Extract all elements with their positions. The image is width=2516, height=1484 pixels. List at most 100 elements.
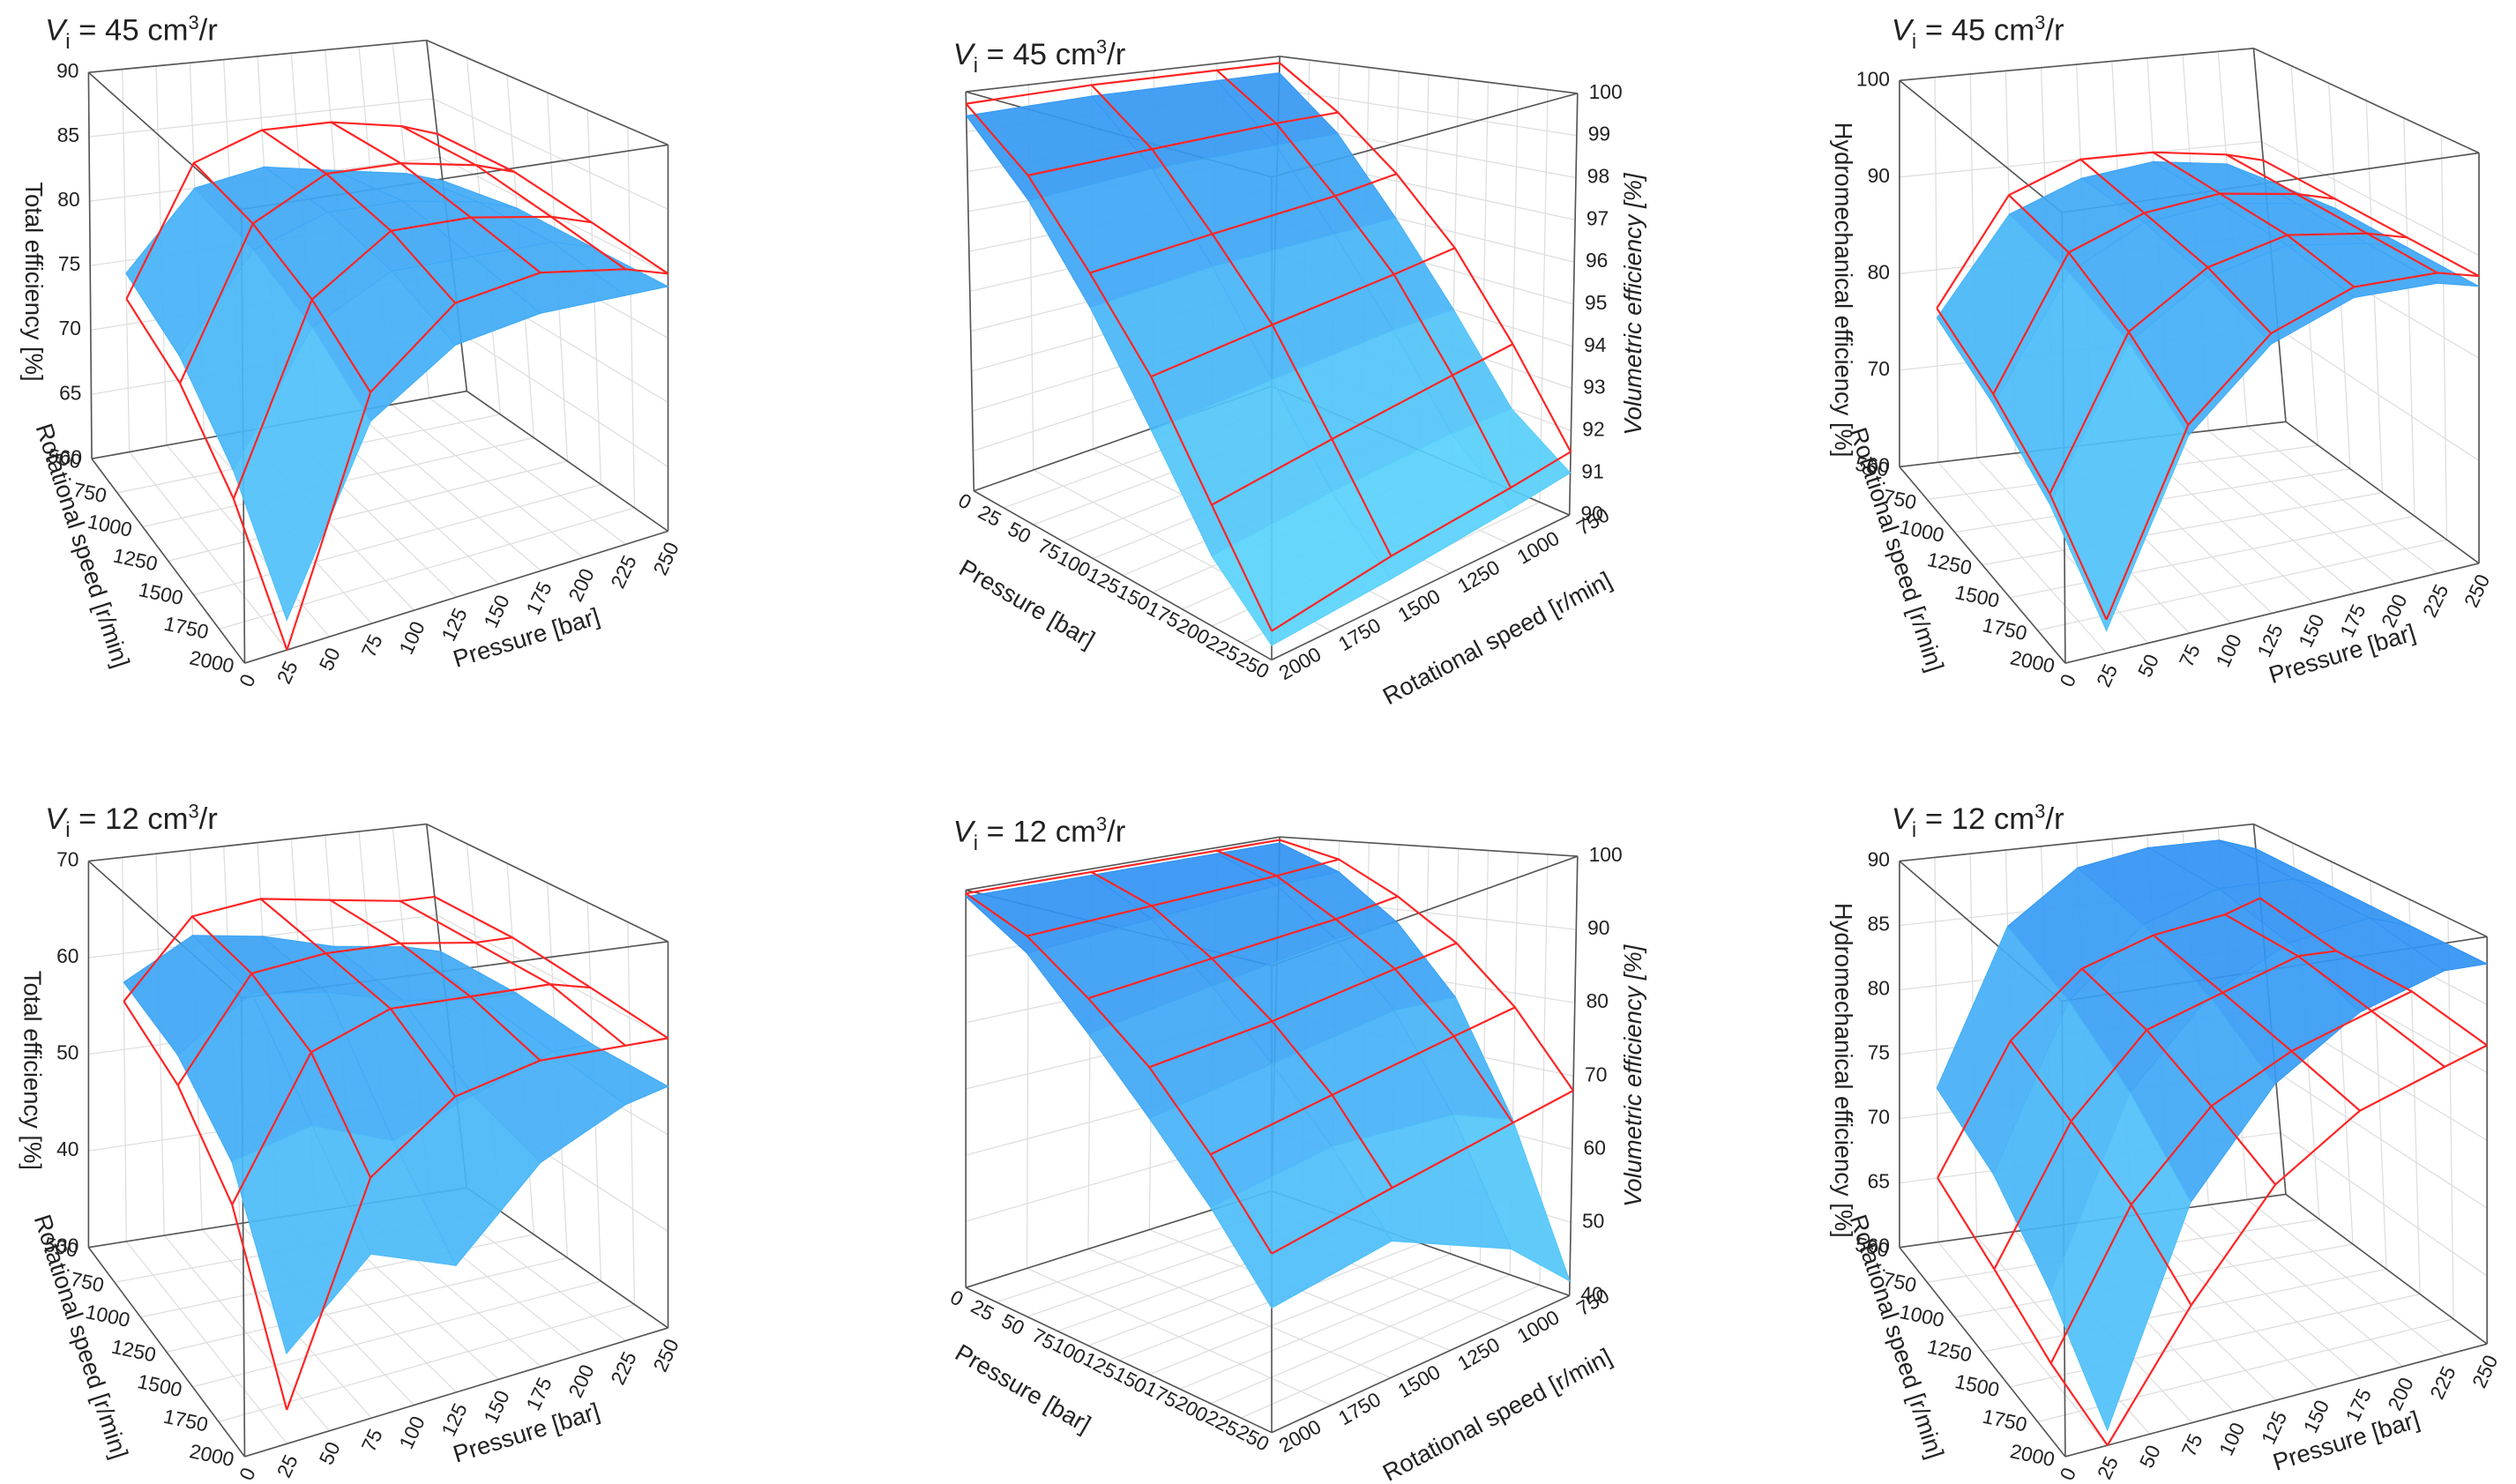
- wireframe-line: [2049, 232, 2408, 495]
- grid-line: [192, 1280, 601, 1388]
- z-tick-label: 90: [1868, 848, 1890, 871]
- wireframe-line: [1271, 1089, 1574, 1255]
- x-tick-label: 75: [2175, 640, 2205, 670]
- wireframe-line: [2049, 990, 2413, 1364]
- x-tick-label: 75: [356, 1425, 386, 1455]
- surface-patch: [232, 325, 371, 622]
- y-tick-label: 1750: [1981, 1405, 2029, 1436]
- surface-plot: 0 25 50 75 100 125 150 175 200 225 250500750100012…: [1830, 800, 2503, 1483]
- x-tick-label: 225: [2418, 580, 2453, 620]
- grid-line: [1982, 1268, 2387, 1353]
- wireframe-line: [1992, 192, 2336, 395]
- surface-patch: [2049, 341, 2190, 632]
- wireframe-line: [399, 899, 626, 1047]
- x-tick-label: 75: [2176, 1430, 2206, 1460]
- wireframe-line: [329, 899, 541, 1062]
- y-tick-label: 1250: [1925, 1335, 1974, 1367]
- wireframe-line: [1027, 111, 1339, 176]
- box-edge: [2253, 48, 2480, 154]
- wireframe-line: [1936, 151, 2264, 309]
- box-edge: [965, 1286, 1273, 1434]
- title-part: /r: [2045, 14, 2064, 48]
- surface-plot: 0 25 50 75 100 125 150 175 200 225 250500750100012…: [20, 11, 683, 690]
- x-tick-label: 225: [2425, 1362, 2460, 1402]
- y-tick-label: 1250: [1453, 556, 1504, 598]
- box-edge: [1899, 466, 2066, 664]
- title-part: = 45 cm: [71, 14, 189, 48]
- x-tick-label: 100: [394, 1413, 429, 1452]
- z-axis-title: Volumetric efficiency [%]: [1619, 172, 1646, 436]
- grid-line: [1279, 88, 1578, 137]
- wireframe-line: [191, 915, 372, 1179]
- z-tick-label: 70: [1585, 1063, 1607, 1085]
- x-tick-label: 100: [394, 617, 429, 657]
- x-tick-label: 125: [2252, 621, 2288, 660]
- surface-patch: [231, 1124, 372, 1355]
- panel-title: Vi = 45 cm3/r: [953, 35, 1126, 78]
- wireframe-line: [286, 1037, 668, 1411]
- box-edge: [87, 1247, 246, 1458]
- z-axis-title: Volumetric efficiency [%]: [1619, 943, 1646, 1207]
- wireframe-line: [1210, 1006, 1516, 1156]
- wireframe-line: [400, 125, 626, 271]
- z-tick-label: 80: [57, 188, 79, 211]
- x-tick-label: 0: [2055, 670, 2080, 690]
- wireframe-line: [2008, 194, 2190, 426]
- box-edge: [244, 1327, 668, 1458]
- wireframe-line: [2079, 158, 2273, 334]
- z-tick-label: 60: [56, 944, 78, 967]
- grid-line: [459, 332, 668, 467]
- z-tick-label: 94: [1584, 333, 1607, 356]
- wireframe-line: [1087, 895, 1399, 1000]
- surface-plot: 0 25 50 75 100 125 150 175 200 225 250500750100012…: [1830, 11, 2494, 690]
- title-part: 3: [1096, 35, 1107, 57]
- box-edge: [2064, 563, 2480, 664]
- z-tick-label: 70: [59, 317, 81, 339]
- title-part: = 45 cm: [978, 38, 1096, 71]
- z-tick-label: 100: [1589, 80, 1623, 103]
- title-part: /r: [2045, 802, 2064, 836]
- box-edge: [2285, 421, 2480, 564]
- title-part: V: [45, 14, 68, 48]
- title-part: i: [974, 832, 978, 855]
- y-tick-label: 1750: [162, 612, 211, 644]
- x-tick-label: 200: [564, 565, 599, 605]
- box-edge: [426, 39, 668, 146]
- z-tick-label: 80: [1868, 260, 1890, 283]
- box-edge: [973, 490, 1273, 661]
- wireframe-line: [125, 121, 438, 300]
- y-tick-label: 2000: [1274, 1414, 1325, 1457]
- box-edge: [88, 823, 427, 862]
- x-tick-label: 25: [967, 1294, 998, 1325]
- grid-line: [1149, 1253, 1451, 1376]
- grid-line: [2274, 1070, 2488, 1209]
- y-tick-label: 2000: [2008, 1439, 2057, 1471]
- panel-title: Vi = 12 cm3/r: [1892, 800, 2064, 842]
- y-tick-label: 1250: [109, 1335, 158, 1367]
- x-tick-label: 175: [521, 1374, 556, 1413]
- y-tick-label: 1000: [1513, 526, 1564, 569]
- y-tick-label: 1500: [1394, 1360, 1445, 1402]
- x-axis-title: Pressure [bar]: [450, 1398, 602, 1468]
- wireframe-line: [125, 298, 288, 651]
- grid-line: [2010, 1293, 2421, 1388]
- x-tick-label: 25: [272, 1451, 302, 1481]
- title-part: 3: [1096, 813, 1107, 835]
- wireframe-line: [1279, 839, 1574, 1092]
- x-tick-label: 250: [648, 1335, 683, 1375]
- z-tick-label: 40: [1580, 1282, 1602, 1305]
- grid-line: [439, 156, 668, 274]
- z-tick-label: 40: [56, 1137, 78, 1160]
- z-tick-label: 80: [1868, 977, 1890, 1000]
- wireframe-line: [1211, 343, 1513, 506]
- grid-line: [2261, 141, 2480, 257]
- title-part: = 12 cm: [71, 802, 189, 836]
- wireframe-line: [2262, 159, 2480, 278]
- z-axis-title: Hydromechanical efficiency [%]: [1830, 903, 1857, 1238]
- z-tick-label: 91: [1581, 459, 1603, 482]
- surface-patch: [1209, 1145, 1392, 1309]
- z-tick-label: 100: [1856, 67, 1890, 90]
- title-part: V: [45, 802, 68, 836]
- z-tick-label: 93: [1583, 376, 1605, 399]
